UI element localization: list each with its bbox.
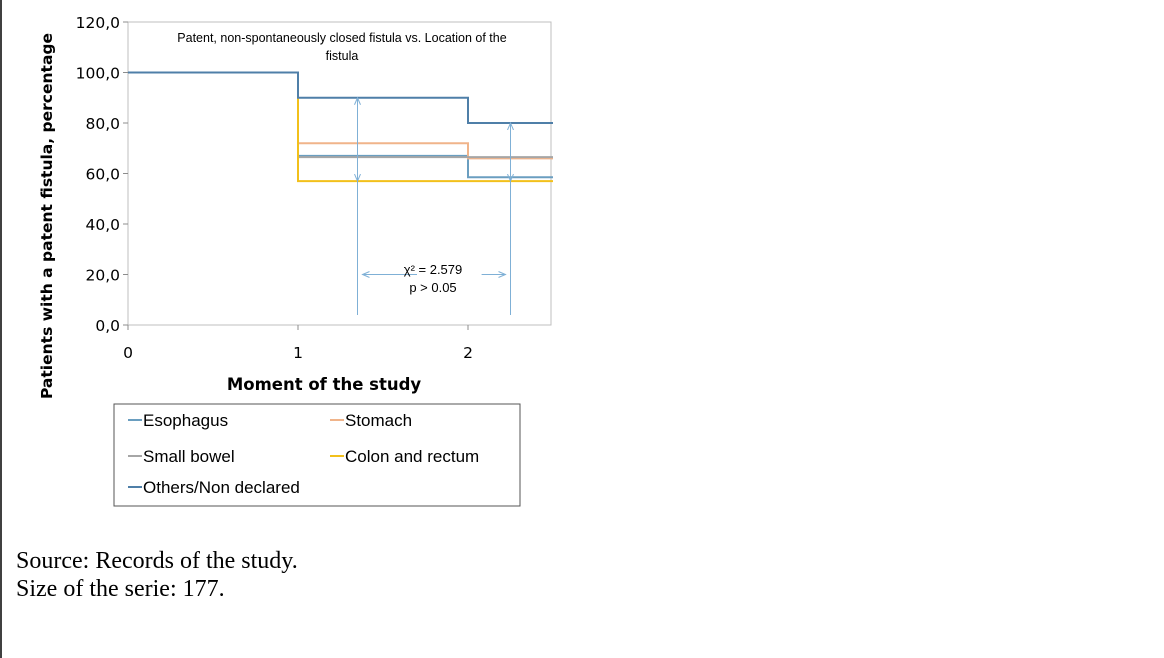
y-tick-label: 0,0 [95, 317, 120, 335]
legend-label: Others/Non declared [143, 478, 300, 497]
x-tick-label: 0 [123, 344, 133, 362]
legend-label: Esophagus [143, 411, 228, 430]
y-tick-label: 20,0 [85, 267, 120, 285]
legend-label: Stomach [345, 411, 412, 430]
y-axis-label: Patients with a patent fistula, percenta… [38, 33, 56, 399]
legend: Esophagus Stomach Small bowel Colon and rec… [113, 403, 521, 507]
legend-label: Colon and rectum [345, 447, 479, 466]
legend-box [113, 403, 521, 507]
y-tick-label: 60,0 [85, 166, 120, 184]
y-tick-label: 100,0 [76, 65, 120, 83]
km-chart: 0,0 20,0 40,0 60,0 80,0 100,0 120,0 0 1 2 Patent,… [38, 14, 553, 507]
y-tick-label: 120,0 [76, 14, 120, 32]
plot-area [127, 21, 552, 326]
series-line-others-non-declared [128, 71, 553, 124]
p-value-label: p > 0.05 [409, 280, 456, 295]
x-tick-label: 1 [293, 344, 303, 362]
chart-title-line-2: fistula [326, 49, 359, 63]
legend-label: Small bowel [143, 447, 235, 466]
y-tick-label: 40,0 [85, 216, 120, 234]
chart-title-line-1: Patent, non-spontaneously closed fistula… [177, 31, 506, 45]
source-caption: Source: Records of the study. [16, 548, 298, 574]
x-tick-label: 2 [463, 344, 473, 362]
chi-square-label: χ² = 2.579 [404, 262, 463, 277]
y-tick-label: 80,0 [85, 115, 120, 133]
size-caption: Size of the serie: 177. [16, 576, 225, 602]
x-axis-label: Moment of the study [227, 375, 422, 394]
